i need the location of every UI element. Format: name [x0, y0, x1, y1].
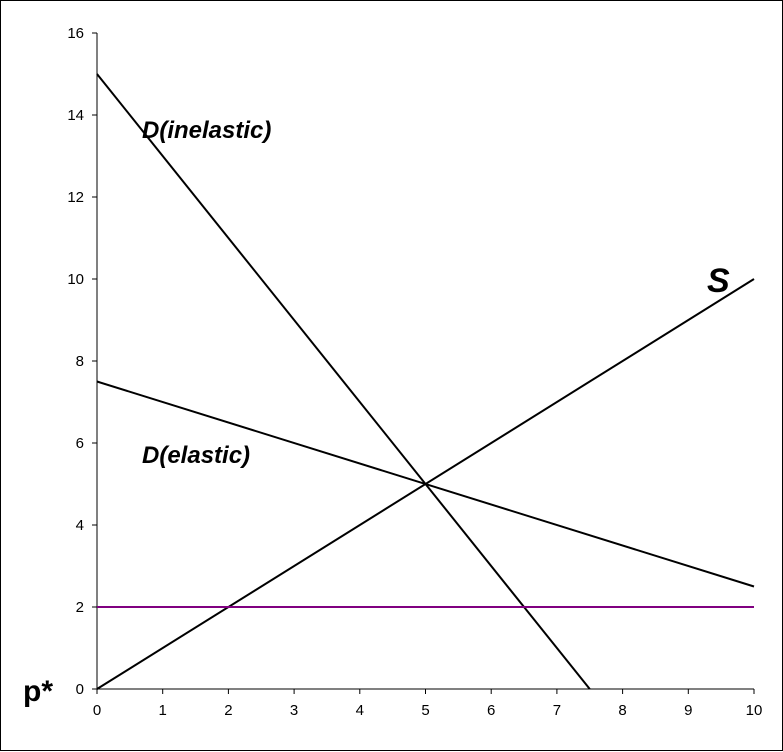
supply-line — [96, 278, 755, 690]
x-tick-label: 1 — [159, 702, 167, 719]
y-tick-label: 4 — [76, 517, 84, 534]
x-ticks: 0 1 2 3 4 5 6 7 8 9 10 — [93, 689, 763, 719]
x-tick-label: 7 — [553, 702, 561, 719]
y-tick-label: 14 — [67, 107, 84, 124]
demand-inelastic-line — [96, 73, 591, 690]
label-demand-elastic: D(elastic) — [142, 442, 250, 469]
series-lines — [96, 73, 755, 690]
y-tick-label: 10 — [67, 271, 84, 288]
label-price-ceiling: p* — [23, 675, 53, 708]
x-tick-label: 4 — [356, 702, 364, 719]
y-tick-label: 0 — [76, 681, 84, 698]
x-tick-label: 3 — [290, 702, 298, 719]
x-tick-label: 2 — [224, 702, 232, 719]
y-tick-label: 12 — [67, 189, 84, 206]
x-tick-label: 9 — [684, 702, 692, 719]
x-tick-label: 6 — [487, 702, 495, 719]
label-supply: S — [707, 262, 730, 300]
x-tick-label: 0 — [93, 702, 101, 719]
y-tick-label: 16 — [67, 25, 84, 42]
x-tick-label: 8 — [618, 702, 626, 719]
y-tick-label: 8 — [76, 353, 84, 370]
y-tick-label: 6 — [76, 435, 84, 452]
y-tick-label: 2 — [76, 599, 84, 616]
x-tick-label: 10 — [746, 702, 763, 719]
y-ticks: 0 2 4 6 8 10 12 14 16 — [67, 25, 97, 698]
x-tick-label: 5 — [421, 702, 429, 719]
label-demand-inelastic: D(inelastic) — [142, 117, 271, 144]
